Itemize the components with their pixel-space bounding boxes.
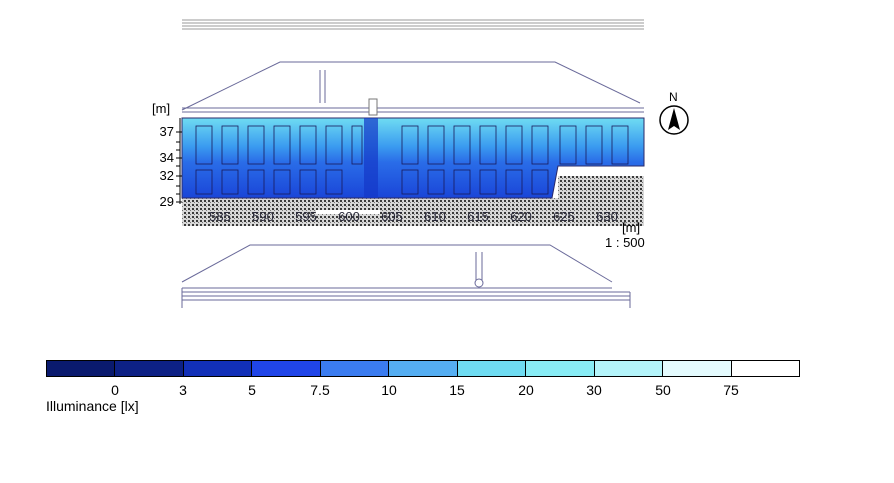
north-label: N <box>669 90 678 104</box>
x-tick-label: 605 <box>381 209 403 224</box>
title-rule-lines <box>182 19 644 30</box>
y-tick-label: 29 <box>159 194 174 209</box>
x-tick-label: 620 <box>510 209 532 224</box>
legend-swatch <box>731 361 799 376</box>
ground-hatch <box>182 198 644 226</box>
illuminance-dark-column <box>364 118 378 198</box>
illuminance-map <box>181 117 645 199</box>
legend-tick-label: 7.5 <box>310 382 330 398</box>
x-tick-label: 630 <box>596 209 618 224</box>
legend-swatch <box>183 361 253 376</box>
legend-swatch <box>252 361 321 376</box>
legend-tick-label: 5 <box>248 382 256 398</box>
illuminance-legend-bar <box>46 360 800 377</box>
section-marker-right <box>580 172 644 176</box>
y-tick-label: 34 <box>159 150 174 165</box>
legend-swatch <box>115 361 184 376</box>
legend-tick-label: 20 <box>518 382 534 398</box>
x-tick-label: 590 <box>252 209 274 224</box>
x-tick-label: 600 <box>338 209 360 224</box>
scale-label: 1 : 500 <box>605 235 645 250</box>
legend-tick-label: 3 <box>179 382 187 398</box>
y-axis-unit: [m] <box>152 101 171 116</box>
x-tick-label: 625 <box>553 209 575 224</box>
legend-swatch <box>594 361 664 376</box>
legend-swatch <box>663 361 732 376</box>
legend-swatch <box>457 361 527 376</box>
section-marker <box>316 210 380 214</box>
y-tick-label: 37 <box>159 124 174 139</box>
luminaire-columns <box>195 125 629 195</box>
legend-tick-label: 10 <box>381 382 397 398</box>
legend-title: Illuminance [lx] <box>46 398 139 414</box>
legend-swatch <box>526 361 595 376</box>
x-tick-label: 595 <box>295 209 317 224</box>
x-axis-unit: [m] <box>622 220 641 235</box>
elevation-fixture <box>474 278 484 288</box>
ground-hatch-right <box>558 176 644 200</box>
legend-swatch <box>47 361 116 376</box>
x-tick-label: 610 <box>424 209 446 224</box>
elevation-drawing <box>181 244 631 308</box>
x-tick-label: 615 <box>467 209 489 224</box>
legend-tick-label: 75 <box>723 382 739 398</box>
y-axis <box>176 118 182 204</box>
roof-outline <box>181 61 644 113</box>
legend-swatch <box>389 361 458 376</box>
legend-tick-label: 0 <box>111 382 119 398</box>
legend-swatch <box>320 361 390 376</box>
legend-tick-label: 30 <box>586 382 602 398</box>
north-arrow-icon <box>659 105 689 135</box>
legend-tick-label: 15 <box>449 382 465 398</box>
x-tick-label: 585 <box>209 209 231 224</box>
roof-vent <box>368 98 378 116</box>
y-tick-label: 32 <box>159 168 174 183</box>
legend-tick-label: 50 <box>655 382 671 398</box>
